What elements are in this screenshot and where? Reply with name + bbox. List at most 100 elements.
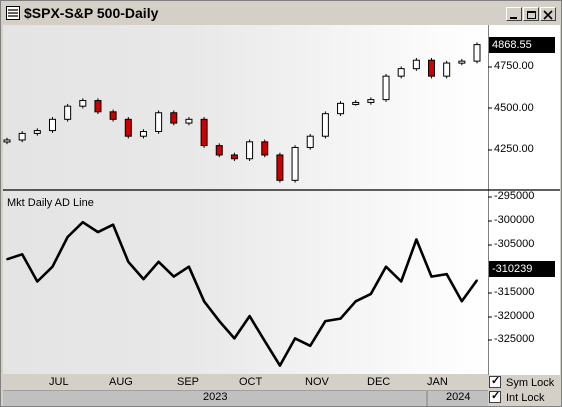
ad-line-point <box>309 344 312 347</box>
price-candle <box>276 154 284 181</box>
price-candle <box>64 105 72 120</box>
price-candle <box>443 62 451 77</box>
ad-line-point <box>66 236 69 238</box>
price-candle <box>382 75 390 101</box>
title-bar[interactable]: $SPX-S&P 500-Daily <box>2 2 560 24</box>
price-candle <box>412 59 420 70</box>
ad-line-point <box>339 317 342 320</box>
y-tick-300000: -300000 <box>494 214 535 226</box>
price-candle <box>109 111 117 120</box>
year-bar: 2023 2024 <box>3 390 488 406</box>
x-label-nov: NOV <box>305 376 329 388</box>
price-candle <box>48 118 56 132</box>
x-label-jul: JUL <box>49 376 69 388</box>
price-candle <box>337 102 345 115</box>
ad-line-point <box>354 300 357 303</box>
y-axis-ticks <box>488 25 560 375</box>
ad-line-point <box>51 265 54 268</box>
price-candle <box>246 141 254 160</box>
price-candle <box>3 139 11 143</box>
price-candle <box>230 154 238 160</box>
ad-line-point <box>324 320 327 322</box>
price-candle <box>124 118 132 137</box>
ad-line-point <box>400 280 403 283</box>
window-title: $SPX-S&P 500-Daily <box>24 5 159 21</box>
ad-line-point <box>97 231 99 233</box>
x-axis: JUL AUG SEP OCT NOV DEC JAN <box>3 374 488 390</box>
y-tick-305000: -305000 <box>494 238 535 250</box>
year-label-2023: 2023 <box>203 391 228 403</box>
price-candle <box>306 135 314 148</box>
price-candle <box>352 101 360 105</box>
ad-line-point <box>385 265 387 268</box>
ad-panel-label: Mkt Daily AD Line <box>7 197 94 209</box>
plot-background <box>3 25 488 375</box>
price-candle <box>79 100 87 107</box>
sym-lock-label: Sym Lock <box>506 377 555 389</box>
price-candle <box>397 68 405 77</box>
ad-line-point <box>127 260 130 263</box>
price-candle <box>458 60 466 64</box>
close-button[interactable] <box>540 7 556 21</box>
int-lock-label: Int Lock <box>506 392 545 404</box>
ad-line-point <box>81 221 84 224</box>
y-axis-panel[interactable]: 4750.00 4500.00 4250.00 -295000 -300000 … <box>488 25 560 375</box>
ad-line-point <box>218 320 221 322</box>
price-candle <box>33 130 41 134</box>
y-tick-4500: 4500.00 <box>494 102 534 114</box>
y-tick-320000: -320000 <box>494 310 535 322</box>
ad-last-value: -310239 <box>489 261 555 277</box>
price-candle <box>473 44 481 62</box>
price-candle <box>94 100 102 113</box>
y-tick-315000: -315000 <box>494 286 535 298</box>
close-icon <box>543 10 553 20</box>
price-candle <box>185 118 193 124</box>
sym-lock-check-icon: ✓ <box>489 375 501 388</box>
ad-line-point <box>415 238 418 241</box>
price-candle <box>367 99 375 103</box>
ad-line-point <box>445 273 448 276</box>
x-label-jan: JAN <box>427 376 448 388</box>
int-lock-check-icon: ✓ <box>489 390 501 403</box>
ad-line-point <box>263 339 266 342</box>
ad-line-point <box>476 279 478 282</box>
price-panel <box>3 42 481 183</box>
x-label-oct: OCT <box>239 376 263 388</box>
ad-line-panel <box>6 220 479 367</box>
maximize-icon <box>527 11 536 19</box>
price-candle <box>155 112 163 133</box>
int-lock-checkbox[interactable]: ✓ Int Lock <box>489 390 545 404</box>
ad-line-point <box>188 265 190 268</box>
ad-line-point <box>294 337 296 340</box>
ad-line-point <box>6 258 8 261</box>
ad-line-point <box>279 364 281 367</box>
sym-lock-checkbox[interactable]: ✓ Sym Lock <box>489 375 555 389</box>
minimize-icon <box>510 17 517 19</box>
y-tick-4250: 4250.00 <box>494 143 534 155</box>
year-divider <box>426 391 428 406</box>
x-label-dec: DEC <box>367 376 391 388</box>
ad-line-point <box>21 253 24 256</box>
maximize-button[interactable] <box>523 7 539 21</box>
price-candle <box>139 131 147 137</box>
price-candle <box>200 118 208 147</box>
price-last-value: 4868.55 <box>489 37 555 53</box>
ad-line-point <box>233 337 236 340</box>
plot-area[interactable] <box>3 25 488 375</box>
x-label-aug: AUG <box>109 376 133 388</box>
price-candle <box>18 132 26 141</box>
price-candle <box>321 113 329 137</box>
y-tick-4750: 4750.00 <box>494 60 534 72</box>
price-candle <box>261 141 269 156</box>
ad-line-point <box>172 275 175 278</box>
price-candle <box>428 59 436 77</box>
minimize-button[interactable] <box>506 7 522 21</box>
ad-line-series <box>6 220 479 367</box>
ad-line-point <box>203 300 205 303</box>
ad-line-point <box>112 223 115 226</box>
ad-line-point <box>369 292 372 295</box>
chart-app-icon[interactable] <box>6 6 20 20</box>
price-candle <box>291 146 299 181</box>
price-candle <box>170 112 178 124</box>
